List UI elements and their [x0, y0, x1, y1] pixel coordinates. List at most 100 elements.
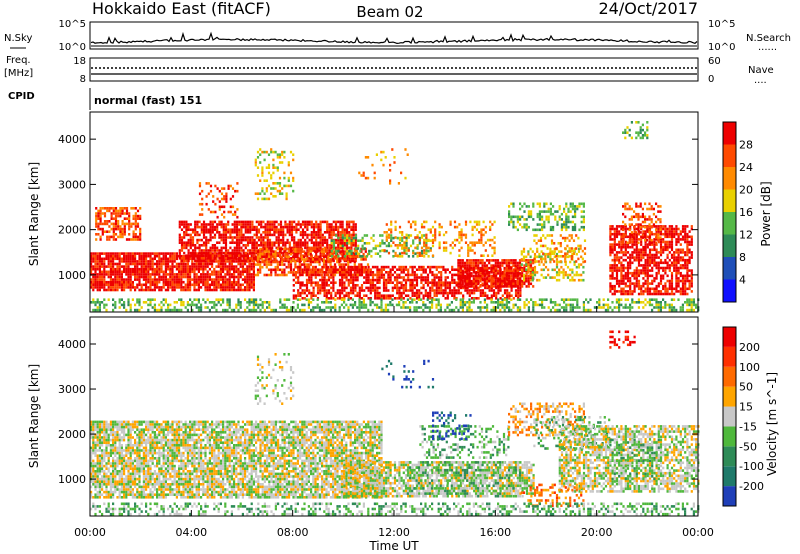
- power-cell: [659, 245, 663, 249]
- power-cell: [459, 264, 462, 267]
- power-cell: [183, 233, 186, 237]
- power-cell: [286, 259, 289, 263]
- power-cell: [259, 260, 262, 264]
- power-cell: [237, 267, 240, 271]
- power-cell: [325, 250, 328, 253]
- power-cell: [554, 215, 557, 219]
- power-cell: [321, 289, 324, 292]
- power-cell: [492, 282, 495, 286]
- power-cell: [289, 252, 293, 256]
- power-cell: [187, 241, 190, 244]
- power-cell: [379, 244, 382, 248]
- power-cell: [178, 225, 181, 229]
- power-cell: [134, 217, 137, 220]
- power-cell: [323, 220, 327, 224]
- power-cell: [489, 238, 492, 242]
- power-cell: [657, 261, 660, 265]
- power-cell: [461, 279, 464, 283]
- power-cell: [207, 259, 210, 263]
- power-cell: [109, 273, 112, 276]
- power-cell: [466, 266, 469, 270]
- power-cell: [138, 260, 141, 263]
- power-cell: [460, 236, 463, 239]
- power-cell: [279, 225, 283, 229]
- power-cell: [431, 278, 434, 282]
- power-cell: [620, 261, 623, 265]
- power-cell: [341, 284, 344, 287]
- power-cell: [195, 288, 198, 292]
- power-cell: [496, 269, 500, 273]
- power-cell: [202, 254, 205, 258]
- power-cell: [541, 218, 544, 221]
- power-cell: [618, 225, 621, 228]
- power-cell: [506, 291, 509, 295]
- power-cell: [184, 270, 187, 274]
- power-cell: [220, 220, 223, 224]
- power-cell: [485, 282, 489, 286]
- power-cell: [296, 247, 299, 251]
- power-cell: [125, 222, 129, 226]
- power-cell: [121, 209, 124, 213]
- power-cell: [648, 292, 652, 296]
- power-cell: [651, 274, 654, 278]
- power-cell: [467, 254, 470, 257]
- power-cell: [468, 264, 471, 267]
- power-cell: [409, 225, 413, 229]
- power-cell: [194, 244, 197, 247]
- power-cell: [367, 265, 370, 269]
- power-cell: [253, 246, 256, 250]
- power-cell: [394, 251, 397, 255]
- power-cell: [331, 247, 334, 251]
- power-cell: [609, 251, 612, 254]
- power-cell: [283, 247, 286, 251]
- power-cell: [651, 256, 654, 259]
- power-cell: [173, 280, 176, 284]
- power-cell: [376, 297, 379, 300]
- power-cell: [90, 260, 93, 263]
- power-cell: [512, 282, 515, 286]
- nave-tick-top: 60: [708, 56, 721, 67]
- power-cell: [139, 235, 142, 239]
- power-cell: [345, 223, 349, 226]
- power-cell: [260, 220, 263, 224]
- power-cell: [512, 285, 515, 288]
- power-cell: [317, 228, 320, 231]
- power-cell: [299, 286, 302, 290]
- power-cell: [233, 270, 236, 274]
- power-cell: [516, 228, 519, 232]
- power-cell: [226, 288, 229, 292]
- power-cell: [516, 220, 519, 224]
- power-cell: [92, 288, 95, 292]
- power-cell: [400, 291, 403, 295]
- power-cell: [90, 270, 93, 274]
- power-cell: [668, 227, 671, 231]
- power-cell: [569, 278, 572, 282]
- power-cell: [116, 283, 119, 287]
- power-cell: [219, 265, 222, 268]
- power-cell: [202, 249, 206, 252]
- power-cell: [304, 220, 307, 224]
- power-cell: [255, 241, 258, 244]
- power-cell: [622, 235, 625, 239]
- power-cell: [116, 273, 119, 276]
- power-cell: [372, 234, 375, 237]
- power-cell: [193, 278, 196, 281]
- power-cell: [646, 274, 649, 278]
- power-cell: [364, 268, 367, 272]
- power-cell: [425, 242, 428, 245]
- power-cell: [106, 235, 109, 239]
- power-cell: [565, 205, 568, 208]
- power-cell: [204, 288, 207, 292]
- power-cell: [326, 241, 329, 244]
- power-cell: [186, 267, 189, 271]
- power-cell: [218, 259, 221, 263]
- power-cell: [308, 238, 311, 242]
- power-cell: [147, 270, 150, 274]
- power-cell: [240, 231, 243, 234]
- power-cell: [577, 265, 581, 269]
- power-cell: [385, 244, 388, 248]
- power-cell: [538, 255, 541, 259]
- power-cell: [349, 265, 353, 269]
- power-cell: [383, 242, 386, 245]
- power-cell: [418, 268, 421, 271]
